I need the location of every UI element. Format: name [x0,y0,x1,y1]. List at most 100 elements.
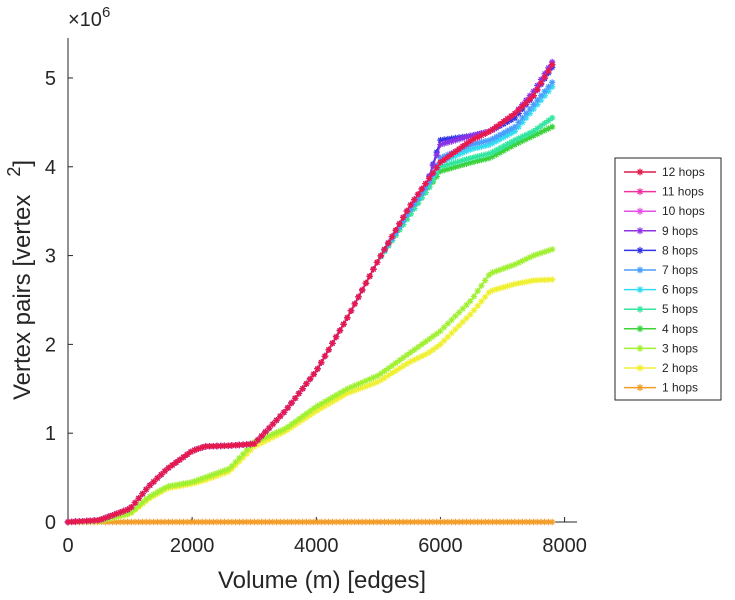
data-point [504,518,511,526]
data-point [403,351,411,359]
data-point [332,396,340,403]
data-point [381,374,388,381]
data-point [489,135,496,142]
data-point [344,385,351,392]
data-point [541,70,548,77]
data-point [198,518,206,526]
data-point [120,511,128,518]
data-point [537,249,545,257]
data-point [120,518,128,526]
legend-label: 8 hops [662,243,698,257]
data-point [102,514,109,522]
data-point [385,365,392,372]
data-point [470,154,478,161]
data-point [392,359,399,367]
y-exponent-label: ×106 [68,4,110,31]
data-point [362,377,370,384]
data-point [362,383,370,390]
data-point [262,434,269,441]
data-point [511,280,519,288]
data-point [325,518,332,526]
data-point [534,86,541,93]
data-point [548,114,556,122]
data-point [530,105,537,113]
data-point [210,471,217,478]
data-point [422,351,429,358]
data-point [511,114,519,122]
data-point [455,162,463,170]
data-point [165,483,172,490]
data-point [210,518,217,526]
data-point [485,137,493,144]
series-layer [64,58,556,526]
data-point [459,134,466,142]
data-point [519,279,526,286]
data-point [504,115,511,123]
legend-label: 10 hops [662,204,705,218]
data-point [541,88,548,95]
data-point [493,286,500,293]
data-point [221,442,228,450]
data-point [489,269,496,276]
data-point [321,398,329,405]
data-point [143,496,150,503]
data-point [291,421,299,429]
data-point [485,150,493,157]
data-point [176,481,183,488]
data-point [172,459,180,466]
data-point [295,415,303,423]
data-point [329,518,336,526]
data-point [411,356,418,363]
data-point [433,164,440,171]
y-tick-label: 2 [45,334,56,356]
data-point [489,518,496,526]
data-point [232,441,239,449]
data-point [433,518,440,526]
data-point [548,276,556,283]
data-point [418,341,426,348]
data-point [236,458,243,465]
data-point [273,429,280,436]
data-point [303,380,310,388]
series-4-hops [64,123,556,526]
data-point [128,518,135,526]
data-point [511,128,519,135]
data-point [489,148,496,156]
data-point [98,516,105,523]
data-point [325,396,332,403]
data-point [362,279,370,287]
data-point [377,376,385,384]
data-point [452,152,459,160]
data-point [470,518,478,526]
data-point [474,153,481,160]
data-point [448,164,455,172]
legend-marker [636,227,644,235]
data-point [545,518,552,526]
data-point [180,453,187,461]
data-point [440,166,448,174]
data-point [399,221,407,228]
data-point [508,281,515,289]
data-point [496,144,504,152]
legend-marker [636,246,644,254]
data-point [157,471,165,478]
data-point [448,518,455,526]
data-point [470,131,478,139]
data-point [407,206,414,213]
data-point [381,518,388,526]
data-point [489,287,496,294]
y-tick-label: 3 [45,246,56,268]
data-point [534,101,541,108]
data-point [467,146,474,153]
data-point [418,194,426,202]
data-point [526,110,534,117]
data-point [511,123,519,131]
data-point [359,384,366,391]
data-point [444,518,452,526]
data-point [504,145,511,152]
data-point [254,441,262,448]
data-point [396,518,403,526]
y-ticks: 0 1 2 3 4 5 [45,68,73,534]
data-point [537,128,545,136]
data-point [351,387,358,394]
